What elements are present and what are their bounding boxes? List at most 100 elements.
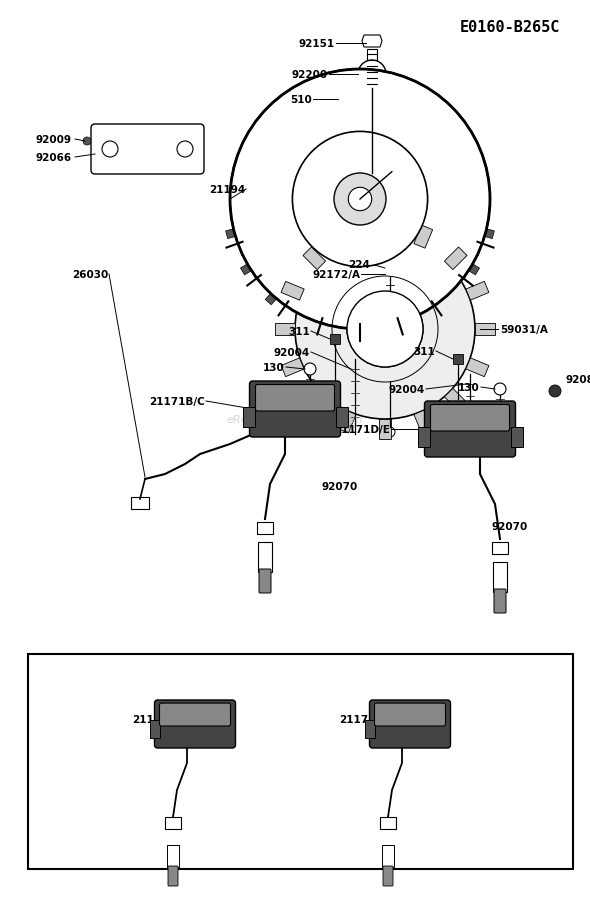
Text: 21194: 21194 bbox=[209, 185, 245, 195]
Text: 92151: 92151 bbox=[299, 39, 335, 49]
Bar bbox=[382, 845, 394, 867]
Text: 59031/A: 59031/A bbox=[500, 324, 548, 335]
Text: 26030: 26030 bbox=[72, 269, 108, 279]
FancyBboxPatch shape bbox=[250, 381, 340, 437]
Polygon shape bbox=[475, 323, 495, 335]
Polygon shape bbox=[303, 248, 326, 270]
Text: 92004: 92004 bbox=[274, 347, 310, 357]
Bar bbox=[149, 720, 159, 738]
Bar bbox=[28, 654, 573, 869]
Circle shape bbox=[102, 142, 118, 158]
Bar bbox=[365, 720, 375, 738]
FancyBboxPatch shape bbox=[494, 589, 506, 613]
Circle shape bbox=[295, 240, 475, 420]
FancyBboxPatch shape bbox=[168, 866, 178, 886]
Polygon shape bbox=[484, 230, 494, 239]
Text: 92070: 92070 bbox=[492, 521, 528, 531]
Bar bbox=[493, 562, 507, 593]
Polygon shape bbox=[337, 411, 356, 434]
Text: eReplacementParts.com: eReplacementParts.com bbox=[227, 414, 363, 425]
Circle shape bbox=[384, 266, 396, 278]
Text: 130: 130 bbox=[263, 363, 285, 372]
Polygon shape bbox=[444, 294, 455, 305]
Circle shape bbox=[348, 188, 372, 211]
Text: 311: 311 bbox=[289, 326, 310, 336]
Bar bbox=[418, 427, 430, 448]
Circle shape bbox=[304, 364, 316, 376]
Polygon shape bbox=[411, 316, 422, 326]
Polygon shape bbox=[362, 36, 382, 48]
Polygon shape bbox=[298, 316, 309, 326]
Polygon shape bbox=[444, 389, 467, 412]
Bar bbox=[510, 427, 523, 448]
Text: 311: 311 bbox=[413, 346, 435, 357]
Polygon shape bbox=[336, 328, 345, 336]
Polygon shape bbox=[337, 226, 356, 249]
Text: 21171B/C: 21171B/C bbox=[149, 397, 205, 406]
Text: 92172/A: 92172/A bbox=[312, 269, 360, 279]
Polygon shape bbox=[444, 248, 467, 270]
Bar bbox=[380, 817, 396, 829]
Circle shape bbox=[385, 427, 395, 437]
Circle shape bbox=[347, 291, 423, 368]
Bar bbox=[242, 407, 254, 427]
Circle shape bbox=[549, 386, 561, 398]
Circle shape bbox=[83, 138, 91, 146]
Circle shape bbox=[347, 291, 423, 368]
Text: 92066: 92066 bbox=[35, 153, 71, 163]
Bar bbox=[492, 542, 508, 554]
Circle shape bbox=[334, 174, 386, 226]
Polygon shape bbox=[275, 323, 295, 335]
Text: 92070: 92070 bbox=[322, 482, 358, 492]
Text: 92200: 92200 bbox=[292, 70, 328, 80]
Polygon shape bbox=[466, 282, 489, 301]
Text: 21171D/E: 21171D/E bbox=[334, 425, 390, 435]
Text: 92086A: 92086A bbox=[565, 375, 590, 384]
Text: 92004: 92004 bbox=[389, 384, 425, 394]
Text: 224: 224 bbox=[348, 260, 370, 269]
Circle shape bbox=[293, 132, 428, 267]
FancyBboxPatch shape bbox=[259, 570, 271, 594]
Polygon shape bbox=[241, 265, 251, 276]
Bar bbox=[258, 542, 272, 573]
Polygon shape bbox=[281, 358, 304, 377]
Circle shape bbox=[230, 70, 490, 330]
Circle shape bbox=[177, 142, 193, 158]
FancyBboxPatch shape bbox=[375, 703, 445, 726]
Text: 92009: 92009 bbox=[35, 135, 71, 145]
Polygon shape bbox=[225, 230, 235, 239]
Circle shape bbox=[367, 70, 377, 80]
FancyBboxPatch shape bbox=[431, 405, 510, 432]
Polygon shape bbox=[466, 358, 489, 377]
Bar bbox=[367, 50, 377, 90]
Polygon shape bbox=[379, 220, 391, 240]
FancyBboxPatch shape bbox=[159, 703, 231, 726]
Bar bbox=[336, 407, 348, 427]
Polygon shape bbox=[303, 389, 326, 412]
Text: 21171: 21171 bbox=[132, 714, 168, 724]
Polygon shape bbox=[468, 265, 480, 276]
Text: 130: 130 bbox=[458, 382, 480, 392]
Polygon shape bbox=[379, 420, 391, 439]
Bar bbox=[257, 522, 273, 535]
FancyBboxPatch shape bbox=[255, 385, 335, 412]
Text: 510: 510 bbox=[290, 95, 312, 105]
Circle shape bbox=[494, 383, 506, 395]
Bar bbox=[165, 817, 181, 829]
Circle shape bbox=[358, 61, 386, 89]
Bar bbox=[338, 96, 366, 104]
Text: 21171A: 21171A bbox=[339, 714, 383, 724]
FancyBboxPatch shape bbox=[155, 700, 235, 748]
Polygon shape bbox=[266, 294, 277, 305]
Bar bbox=[453, 355, 463, 365]
FancyBboxPatch shape bbox=[369, 700, 451, 748]
Bar bbox=[167, 845, 179, 867]
Polygon shape bbox=[375, 328, 384, 336]
Bar bbox=[131, 497, 149, 509]
FancyBboxPatch shape bbox=[91, 125, 204, 175]
Polygon shape bbox=[281, 282, 304, 301]
Text: E0160-B265C: E0160-B265C bbox=[460, 20, 560, 35]
Polygon shape bbox=[414, 411, 432, 434]
Polygon shape bbox=[414, 226, 432, 249]
FancyBboxPatch shape bbox=[424, 402, 516, 458]
